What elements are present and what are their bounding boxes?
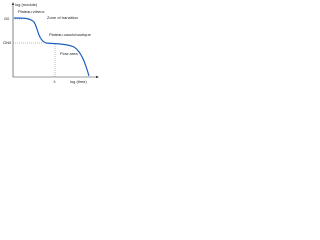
x-mark: λ xyxy=(54,79,56,84)
diagram: log (module) log (time) λ G0 GN0 Plateau… xyxy=(3,2,99,84)
region-label: Plateau vitreux xyxy=(18,9,44,14)
curve xyxy=(13,17,90,77)
region-label: Plateau caoutchoutique xyxy=(49,32,92,37)
region-label: Flow area xyxy=(60,51,78,56)
y-label: log (module) xyxy=(15,2,38,7)
arrow xyxy=(11,2,15,5)
arrow xyxy=(96,75,99,79)
x-label: log (time) xyxy=(70,79,87,84)
region-label: Zone of transition xyxy=(47,15,78,20)
y-mark: GN0 xyxy=(3,40,12,45)
y-mark: G0 xyxy=(4,16,10,21)
